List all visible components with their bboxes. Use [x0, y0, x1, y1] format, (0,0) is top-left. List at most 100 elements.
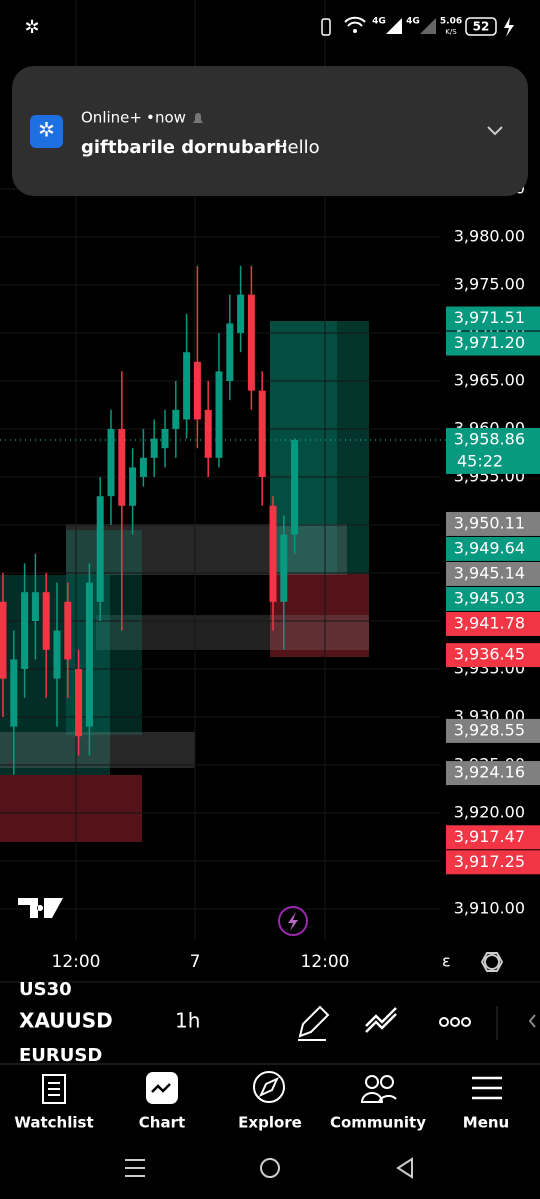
countdown: 45:22: [457, 451, 503, 470]
price-label-text: 3,941.78: [454, 613, 525, 632]
candle-body: [64, 601, 72, 660]
speed: 5.06: [440, 17, 462, 27]
grid: [0, 0, 446, 940]
candle-body: [129, 467, 137, 506]
price-label: [446, 536, 540, 561]
interval[interactable]: 1h: [175, 1009, 200, 1033]
candle-body: [53, 630, 61, 679]
wifi-icon: [344, 16, 366, 27]
wifi-icon: [353, 29, 357, 33]
indicators-icon[interactable]: [365, 1007, 397, 1033]
candle-body: [280, 534, 288, 602]
price-label: [446, 511, 540, 536]
sender: giftbarile dornubari:: [81, 137, 288, 158]
price-label: [446, 850, 540, 875]
price-label: [446, 643, 540, 668]
chart-icon: [151, 1083, 171, 1093]
community-icon[interactable]: [360, 1075, 397, 1103]
collapse-icon[interactable]: [528, 1014, 536, 1028]
symbol-below[interactable]: EURUSD: [19, 1045, 102, 1066]
nav-label: Community: [330, 1114, 426, 1132]
message: Hello: [274, 137, 320, 158]
notification[interactable]: ✲ Online+ • now giftbarile dornubari: He…: [12, 66, 528, 196]
candle-body: [161, 429, 169, 449]
network: 4G: [406, 17, 420, 27]
home-button[interactable]: [260, 1158, 280, 1178]
app-icon: [30, 115, 63, 148]
price-label-text: 3,936.45: [454, 645, 525, 664]
candle-body: [75, 669, 83, 737]
explore-icon: [258, 1076, 280, 1098]
candle-body: [150, 438, 158, 458]
bell-icon: [193, 113, 203, 123]
logo: [18, 898, 63, 918]
charging-icon: [504, 17, 514, 37]
price-label-text: 3,950.11: [454, 513, 525, 532]
x-tick-label: 12:00: [301, 952, 350, 972]
candle-body: [31, 592, 39, 622]
candles: [0, 265, 299, 775]
price-label-text: 3,924.16: [454, 763, 525, 782]
x-tick-label: ɛ: [442, 952, 451, 971]
y-tick-label: 3,975.00: [454, 275, 525, 294]
menu-icon[interactable]: [472, 1076, 502, 1100]
range-zone: [0, 732, 195, 768]
candle-body: [183, 352, 191, 420]
price-label: [446, 761, 540, 786]
network: 4G: [372, 17, 386, 27]
settings-icon[interactable]: [484, 954, 500, 970]
nav-label: Menu: [463, 1114, 509, 1132]
notification-card[interactable]: [12, 66, 528, 196]
candle-body: [0, 601, 7, 679]
price-label-text: 3,917.47: [454, 827, 525, 846]
price-axis: 3,910.003,915.003,920.003,925.003,930.00…: [446, 179, 540, 917]
explore-icon[interactable]: [253, 1071, 285, 1103]
candle-body: [204, 409, 212, 458]
lightning-button[interactable]: [278, 906, 308, 936]
lightning-icon: [288, 912, 298, 931]
back-button[interactable]: [396, 1157, 413, 1179]
symbol-above[interactable]: US30: [19, 979, 72, 1000]
candle-body: [107, 429, 115, 497]
candle-body: [258, 390, 266, 478]
nav-label: Explore: [238, 1114, 302, 1132]
nav-label: Chart: [139, 1114, 185, 1132]
candle-body: [139, 457, 147, 478]
recent-button[interactable]: [125, 1159, 145, 1177]
symbol[interactable]: XAUUSD: [19, 1009, 113, 1033]
battery-icon: [465, 17, 497, 36]
price-label: [446, 611, 540, 636]
candle-body: [172, 409, 180, 430]
price-label-text: 3,949.64: [454, 538, 525, 557]
nav-label: Watchlist: [14, 1114, 93, 1132]
candle-body: [85, 582, 93, 727]
settings-icon: [480, 952, 504, 972]
price-label-text: 3,958.86: [454, 429, 525, 448]
price-label: [446, 427, 540, 474]
draw-icon[interactable]: [298, 1005, 330, 1041]
x-tick-label: 12:00: [52, 952, 101, 972]
speed-unit: K/S: [445, 28, 457, 36]
candle-body: [21, 592, 29, 670]
candle-body: [291, 439, 299, 535]
candle-body: [215, 371, 223, 458]
price-label-text: 3,928.55: [454, 720, 525, 739]
price-label: [446, 306, 540, 331]
price-label-text: 3,945.03: [454, 588, 525, 607]
candle-body: [247, 294, 255, 391]
candle-body: [10, 659, 18, 727]
watchlist-icon[interactable]: [42, 1074, 66, 1104]
expand-icon[interactable]: [487, 126, 503, 136]
chart-icon[interactable]: [146, 1072, 178, 1104]
price-label: [446, 586, 540, 611]
y-tick-label: 3,965.00: [454, 371, 525, 390]
y-tick-label: 3,910.00: [454, 898, 525, 917]
app-name: Online+: [81, 109, 142, 127]
more-icon[interactable]: [439, 1017, 471, 1027]
vibrate-icon: [321, 18, 331, 36]
candle-body: [269, 505, 277, 602]
candle-body: [96, 496, 104, 602]
target-zone: [270, 321, 369, 574]
